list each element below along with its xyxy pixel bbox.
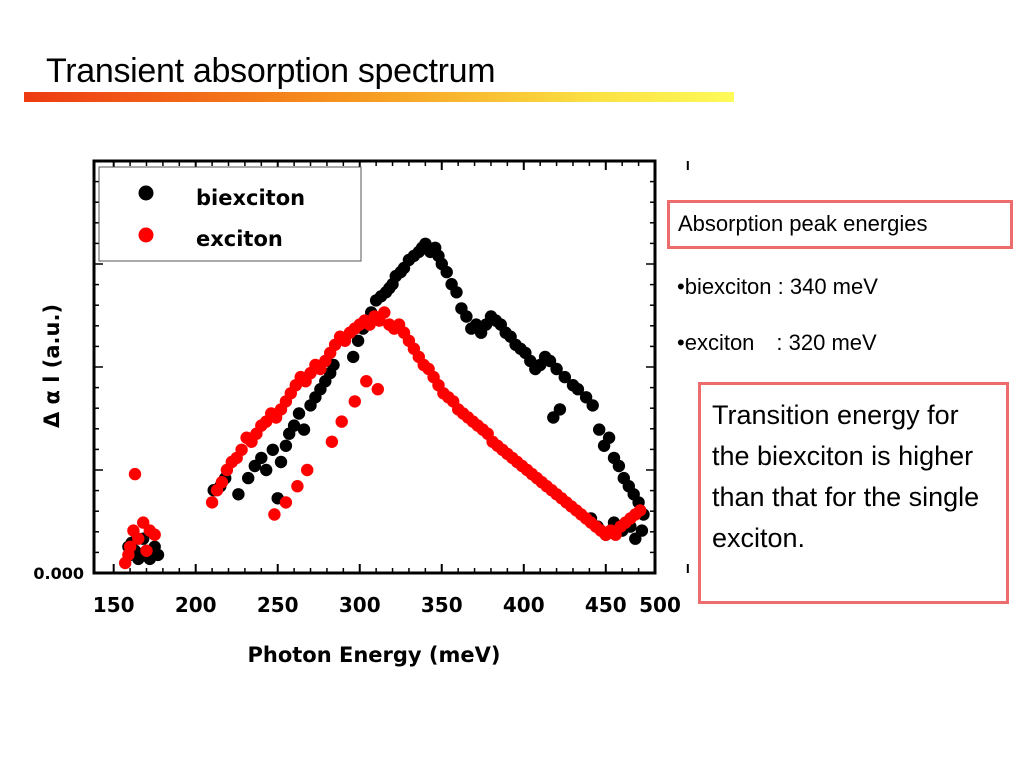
- point-biexciton: [460, 310, 473, 323]
- point-biexciton: [279, 439, 293, 452]
- point-biexciton: [260, 463, 273, 477]
- point-exciton: [634, 504, 647, 517]
- point-biexciton: [151, 548, 165, 562]
- x-tick-label: 150: [93, 593, 135, 617]
- point-biexciton: [242, 471, 255, 485]
- y-axis-label: Δ α l (a.u.): [40, 304, 64, 428]
- point-biexciton: [586, 399, 599, 412]
- point-biexciton: [612, 459, 626, 473]
- legend-label-biexciton: biexciton: [196, 186, 305, 210]
- x-tick-label: 350: [421, 593, 463, 617]
- chart-points: [119, 237, 650, 570]
- point-exciton: [268, 508, 281, 521]
- point-biexciton: [287, 419, 301, 432]
- point-exciton: [371, 383, 384, 396]
- point-biexciton: [553, 403, 567, 416]
- point-biexciton: [593, 423, 606, 436]
- point-biexciton: [255, 451, 268, 465]
- slide-title: Transient absorption spectrum: [46, 52, 496, 90]
- point-exciton: [348, 395, 361, 408]
- x-tick-label: 400: [503, 593, 545, 617]
- point-biexciton: [450, 286, 463, 299]
- x-tick-label: 300: [339, 593, 381, 617]
- transition-note-box: Transition energy for the biexciton is h…: [698, 382, 1009, 604]
- x-tick-label: 450: [585, 593, 627, 617]
- point-biexciton: [266, 443, 279, 456]
- point-exciton: [335, 415, 348, 428]
- point-biexciton: [558, 370, 571, 384]
- point-exciton: [140, 544, 153, 557]
- point-exciton: [215, 476, 229, 489]
- point-biexciton: [602, 431, 616, 444]
- x-tick-label: 500: [639, 593, 681, 617]
- point-biexciton: [292, 407, 306, 420]
- point-exciton: [301, 463, 314, 477]
- x-tick-label: 250: [257, 593, 299, 617]
- x-tick-label: 200: [175, 593, 217, 617]
- y-axis-ticks: [94, 160, 655, 574]
- point-exciton: [378, 306, 391, 319]
- legend-label-exciton: exciton: [196, 227, 283, 251]
- legend-marker-biexciton: [138, 185, 154, 201]
- x-axis-label: Photon Energy (meV): [248, 643, 501, 667]
- point-exciton: [235, 443, 248, 456]
- point-biexciton: [232, 488, 245, 501]
- point-biexciton: [347, 350, 360, 364]
- point-exciton: [128, 467, 142, 481]
- point-exciton: [205, 496, 219, 509]
- absorption-peak-box: Absorption peak energies: [667, 200, 1013, 249]
- point-biexciton: [440, 265, 453, 279]
- point-exciton: [132, 532, 145, 545]
- y-tick-label-zero: 0.000: [33, 564, 84, 583]
- point-biexciton: [297, 423, 311, 436]
- point-biexciton: [550, 362, 563, 376]
- legend-box: [98, 166, 362, 262]
- peak-item-exciton: •exciton : 320 meV: [677, 330, 877, 355]
- point-exciton: [291, 480, 304, 493]
- title-underline-bar: [24, 92, 734, 102]
- x-axis-ticks: 150 200 250 300 350 400 450 500: [93, 161, 689, 617]
- point-exciton: [148, 528, 161, 541]
- point-biexciton: [635, 524, 649, 537]
- point-biexciton: [351, 334, 365, 347]
- point-biexciton: [274, 455, 288, 469]
- point-exciton: [123, 540, 137, 553]
- point-exciton: [325, 435, 339, 448]
- peak-item-biexciton: •biexciton : 340 meV: [677, 274, 878, 299]
- point-exciton: [279, 496, 293, 509]
- point-biexciton: [571, 383, 585, 396]
- point-biexciton: [132, 552, 145, 566]
- legend-marker-exciton: [138, 227, 154, 243]
- legend: biexciton exciton: [98, 166, 362, 262]
- point-exciton: [360, 375, 373, 388]
